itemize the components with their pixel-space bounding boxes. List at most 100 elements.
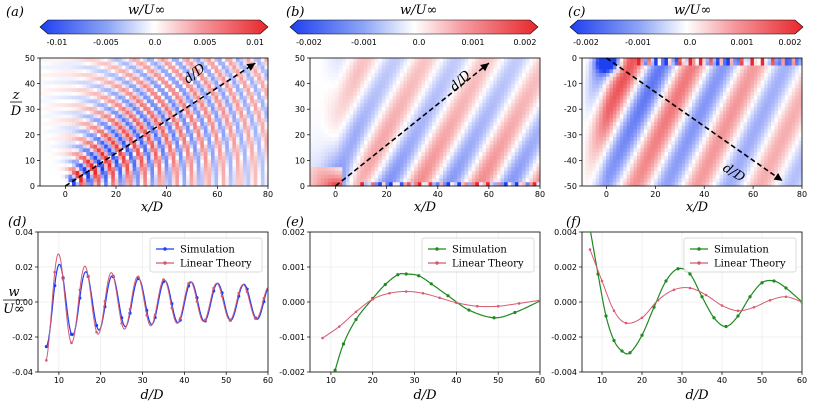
heatmap-cell [464,110,469,115]
heatmap-cell [428,99,433,104]
heatmap-cell [118,133,123,138]
heatmap-cell [619,118,624,123]
heatmap-cell [439,106,444,112]
heatmap-cell [175,137,180,142]
heatmap-cell [310,88,314,93]
heatmap-cell [97,178,101,183]
heatmap-cell [214,95,219,100]
heatmap-cell [493,148,498,153]
heatmap-cell [324,110,329,115]
heatmap-cell [100,114,105,119]
heatmap-cell [121,163,126,168]
heatmap-cell [489,144,494,149]
heatmap-cell [609,167,614,172]
heatmap-cell [532,148,537,153]
heatmap-cell [529,170,534,176]
heatmap-cell [599,137,603,142]
heatmap-cell [493,110,498,115]
heatmap-cell [464,58,469,63]
heatmap-cell [82,61,87,66]
heatmap-cell [363,88,368,93]
heatmap-cell [446,174,451,179]
heatmap-cell [146,58,151,63]
heatmap-cell [182,76,187,81]
heatmap-cell [214,103,219,108]
heatmap-cell [43,80,48,85]
heatmap-frame [309,57,541,187]
heatmap-cell [72,65,76,70]
heatmap-cell [107,129,112,134]
heatmap-cell [114,114,119,119]
heatmap-cell [129,129,133,134]
heatmap-cell [417,73,422,78]
heatmap-cell [313,163,318,168]
heatmap-cell [75,133,80,138]
heatmap-cell [446,159,451,164]
heatmap-cell [464,88,469,93]
heatmap-cell [143,84,148,89]
heatmap-cell [61,163,66,168]
heatmap-cell [599,76,603,81]
heatmap-cell [239,174,244,179]
heatmap-cell [246,118,251,123]
heatmap-cell [532,84,537,89]
heatmap-cell [64,144,69,149]
heatmap-cell [536,144,541,149]
heatmap-cell [186,76,190,81]
heatmap-cell [338,114,343,119]
heatmap-cell [207,125,212,130]
heatmap-cell [61,103,66,108]
heatmap-cell [609,91,614,96]
heatmap-cell [616,167,621,172]
heatmap-cell [421,140,426,145]
heatmap-cell [417,170,422,176]
heatmap-cell [514,76,519,81]
heatmap-cell [421,110,426,115]
heatmap-cell [64,103,69,108]
heatmap-cell [514,91,519,96]
heatmap-cell [417,133,422,138]
heatmap-cell [471,76,476,81]
heatmap-cell [468,114,473,119]
heatmap-cell [246,167,251,172]
heatmap-cell [468,140,473,145]
heatmap-cell [489,91,494,96]
heatmap-cell [313,137,318,142]
heatmap-cell [214,118,219,123]
heatmap-cell [218,65,223,70]
heatmap-cell [338,137,343,142]
heatmap-cell [468,129,473,134]
heatmap-cell [218,106,223,112]
heatmap-cell [111,125,116,130]
heatmap-cell [532,144,537,149]
heatmap-cell [367,103,372,108]
heatmap-cell [207,122,212,127]
heatmap-cell [335,122,340,127]
heatmap-cell [595,118,600,123]
heatmap-cell [633,84,638,89]
heatmap-cell [146,155,151,160]
heatmap-cell [121,110,126,115]
heatmap-cell [157,170,162,176]
heatmap-cell [403,110,408,115]
heatmap-cell [178,73,183,78]
heatmap-cell [79,114,84,119]
heatmap-cell [482,144,487,149]
heatmap-cell [374,99,379,104]
heatmap-cell [82,137,87,142]
heatmap-cell [257,129,262,134]
heatmap-cell [623,152,628,157]
heatmap-cell [439,140,444,145]
heatmap-cell [232,144,237,149]
heatmap-cell [599,152,603,157]
heatmap-cell [612,152,617,157]
heatmap-cell [353,182,358,187]
heatmap-cell [630,80,634,85]
heatmap-cell [246,103,251,108]
heatmap-cell [136,174,141,179]
heatmap-cell [511,106,516,112]
heatmap-cell [486,84,491,89]
heatmap-cell [623,144,628,149]
heatmap-cell [139,148,144,153]
heatmap-cell [367,170,372,176]
